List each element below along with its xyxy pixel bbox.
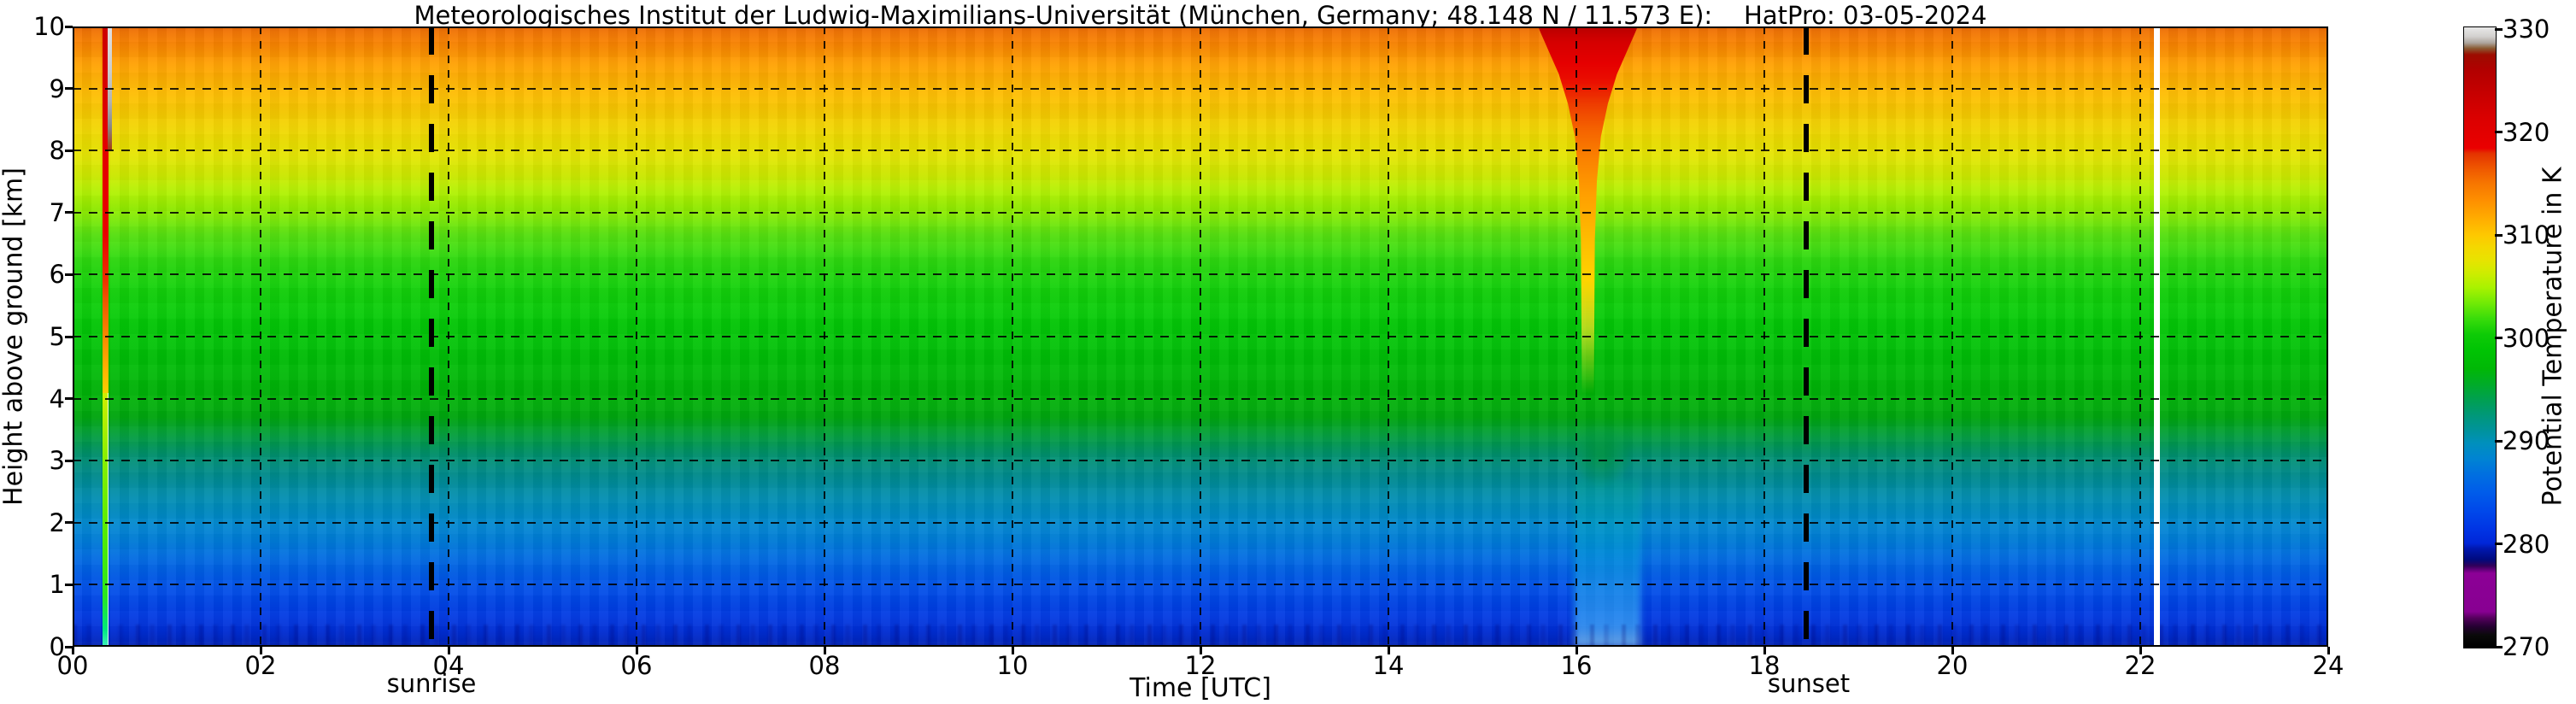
gridline-h-1 <box>73 584 2328 586</box>
y-tick-label-10: 10 <box>33 12 65 41</box>
y-tick-mark-7 <box>65 211 73 214</box>
x-tick-mark-22 <box>2139 647 2142 654</box>
colorbar-tick-mark-300 <box>2495 337 2503 339</box>
y-tick-label-2: 2 <box>49 507 65 537</box>
colorbar-tick-mark-330 <box>2495 27 2503 31</box>
colorbar-tick-label-280: 280 <box>2503 529 2550 559</box>
y-tick-mark-6 <box>65 273 73 276</box>
gridline-h-3 <box>73 460 2328 462</box>
colorbar <box>2463 26 2497 648</box>
y-tick-label-4: 4 <box>49 384 65 414</box>
gridline-h-6 <box>73 273 2328 276</box>
y-tick-label-1: 1 <box>49 570 65 600</box>
x-tick-label-20: 20 <box>1936 651 1969 680</box>
y-tick-mark-4 <box>65 397 73 401</box>
x-tick-mark-10 <box>1012 647 1014 654</box>
y-tick-mark-9 <box>65 87 73 91</box>
y-tick-label-7: 7 <box>49 197 65 227</box>
colorbar-tick-label-290: 290 <box>2503 426 2550 455</box>
calibration-spike-amber <box>103 299 109 395</box>
y-tick-mark-2 <box>65 521 73 525</box>
gridline-h-2 <box>73 521 2328 524</box>
x-tick-label-12: 12 <box>1184 651 1217 680</box>
calibration-spike-red <box>103 26 109 301</box>
colorbar-tick-label-320: 320 <box>2503 117 2550 147</box>
x-tick-label-06: 06 <box>620 651 653 680</box>
sunrise-annotation: sunrise <box>386 669 477 698</box>
colorbar-tick-mark-310 <box>2495 233 2503 237</box>
colorbar-tick-mark-290 <box>2495 439 2503 443</box>
x-tick-label-02: 02 <box>244 651 277 680</box>
sunset-annotation: sunset <box>1767 669 1851 698</box>
x-tick-label-14: 14 <box>1372 651 1405 680</box>
colorbar-tick-label-300: 300 <box>2503 323 2550 353</box>
x-tick-mark-04 <box>448 647 450 654</box>
x-tick-mark-06 <box>636 647 638 654</box>
gridline-h-9 <box>73 87 2328 90</box>
x-tick-mark-24 <box>2327 647 2330 654</box>
x-tick-label-08: 08 <box>808 651 841 680</box>
x-tick-mark-14 <box>1388 647 1390 654</box>
x-tick-label-18: 18 <box>1748 651 1781 680</box>
gridline-h-4 <box>73 397 2328 400</box>
y-tick-label-9: 9 <box>49 73 65 103</box>
x-tick-mark-12 <box>1200 647 1202 654</box>
y-tick-mark-3 <box>65 459 73 462</box>
colorbar-tick-label-310: 310 <box>2503 220 2550 249</box>
x-axis-label: Time [UTC] <box>1130 673 1271 703</box>
y-tick-mark-0 <box>65 645 73 648</box>
y-tick-mark-8 <box>65 149 73 152</box>
sunrise-line <box>429 26 434 647</box>
x-tick-mark-00 <box>72 647 74 654</box>
surface-warm-column-16utc <box>1574 479 1640 647</box>
heatmap-plot-area <box>73 26 2328 647</box>
colorbar-tick-mark-280 <box>2495 543 2503 545</box>
gridline-h-5 <box>73 336 2328 337</box>
y-tick-label-3: 3 <box>49 446 65 476</box>
x-tick-mark-02 <box>260 647 262 654</box>
colorbar-tick-label-330: 330 <box>2503 15 2550 44</box>
colorbar-tick-mark-320 <box>2495 131 2503 133</box>
calibration-spike-green <box>103 393 109 647</box>
x-tick-label-10: 10 <box>996 651 1029 680</box>
y-tick-label-8: 8 <box>49 136 65 166</box>
x-tick-label-00: 00 <box>56 651 89 680</box>
y-tick-mark-10 <box>65 25 73 28</box>
gridline-h-7 <box>73 211 2328 214</box>
y-tick-mark-5 <box>65 335 73 338</box>
page-title: Meteorologisches Institut der Ludwig-Max… <box>414 1 1987 30</box>
x-tick-mark-08 <box>824 647 826 654</box>
x-tick-label-24: 24 <box>2312 651 2344 680</box>
y-tick-label-0: 0 <box>49 632 65 661</box>
x-tick-mark-18 <box>1763 647 1766 654</box>
gridline-h-8 <box>73 150 2328 152</box>
x-tick-label-04: 04 <box>432 651 465 680</box>
x-tick-label-16: 16 <box>1560 651 1593 680</box>
sunset-line <box>1804 26 1809 647</box>
colorbar-tick-label-270: 270 <box>2503 632 2550 661</box>
x-tick-mark-20 <box>1951 647 1954 654</box>
y-tick-label-5: 5 <box>49 322 65 351</box>
x-tick-mark-16 <box>1576 647 1578 654</box>
y-tick-mark-1 <box>65 583 73 586</box>
y-tick-label-6: 6 <box>49 260 65 290</box>
x-tick-label-22: 22 <box>2124 651 2156 680</box>
colorbar-tick-mark-270 <box>2495 645 2503 648</box>
